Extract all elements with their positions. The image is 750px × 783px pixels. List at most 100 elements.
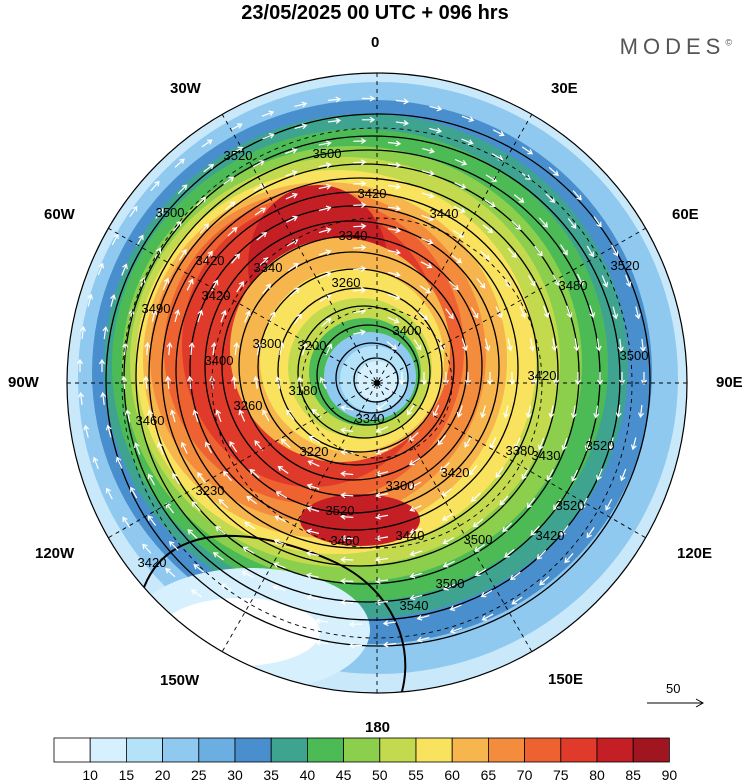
wind-vector-arrow [246,495,258,505]
contour-label: 3520 [326,503,355,518]
wind-vector-arrow [136,234,144,247]
wind-vector-arrow [199,223,210,234]
wind-vector-arrow [340,577,354,584]
wind-vector-arrow [536,549,547,560]
wind-vector-arrow [421,214,435,222]
wind-vector-arrow [258,257,269,267]
wind-vector-arrow [321,317,332,327]
wind-vector-arrow [538,217,549,228]
wind-vector-arrow [191,501,201,512]
wind-speed-shading [67,73,687,693]
colorbar-swatch [89,737,127,763]
lon-label-120w: 120W [35,545,75,562]
contour-label: 3260 [332,275,361,290]
colorbar-tick-label: 55 [408,767,424,783]
wind-vector-arrow [340,427,354,434]
wind-vector-arrow [639,338,646,353]
wind-vector-arrow [253,375,260,389]
colorbar-tick-label: 85 [625,767,641,783]
wind-vector-arrow [301,342,308,356]
wind-vector-arrow [231,375,238,389]
colorbar-swatch [379,737,417,763]
wind-vector-arrow [409,594,423,601]
wind-vector-arrow [408,432,419,442]
contour-label: 3300 [253,336,282,351]
colorbar-tick-label: 30 [227,767,243,783]
contour-label: 3420 [202,288,231,303]
wind-vector-arrow [285,148,298,155]
lon-label-60w: 60W [44,206,75,223]
wind-vector-arrow [525,405,532,419]
height-contours [105,113,651,693]
wind-vector-arrow [605,498,613,511]
wind-vector-arrow [353,223,367,230]
wind-vector-arrow [353,180,367,187]
colorbar-swatch [234,737,272,763]
wind-vector-arrow [495,466,504,479]
wind-vector-arrow [473,543,486,552]
wind-vector-arrow [441,513,454,521]
wind-vector-arrow [165,375,172,389]
wind-vector-arrow [305,550,319,557]
wind-vector-arrow [100,391,107,405]
wind-vector-arrow [306,483,320,490]
wind-vector-arrow [539,576,550,586]
wind-vector-arrow [601,275,609,288]
wind-vector-arrow [502,522,513,533]
wind-vector-arrow [204,441,213,454]
wind-vector-arrow [484,199,496,208]
wind-vector-arrow [468,465,478,476]
wind-vector-arrow [353,265,367,272]
wind-vector-arrow [527,275,536,287]
wind-vector-arrow [285,170,298,177]
wind-vector-arrow [442,537,455,545]
wind-vector-arrow [387,271,401,278]
wind-vector-arrow [220,583,233,591]
wind-vector-arrow [143,375,149,389]
wind-vector-arrow [413,339,422,351]
wind-vector-arrow [618,372,626,386]
copyright-mark: © [725,37,732,48]
wind-vector-arrow [231,146,244,155]
contour-label: 3520 [586,438,615,453]
wind-vector-arrow [305,572,319,579]
wind-vector-arrow [308,435,321,444]
wind-vector-arrow [589,305,596,319]
contour-label: 3420 [196,253,225,268]
wind-vector-arrow [223,176,235,185]
lon-label-120e: 120E [677,545,713,562]
wind-vector-arrow [222,470,232,482]
wind-vector-arrow [242,546,255,554]
wind-vector-arrow [318,183,332,190]
contour-label: 3230 [196,483,225,498]
colorbar-swatch [487,737,525,763]
wind-vector-arrow [353,137,367,144]
wind-vector-arrow [408,457,421,466]
colorbar-tick-label: 20 [154,767,171,783]
lon-label-150e: 150E [548,671,584,688]
wind-vector-arrow [244,521,256,530]
wind-vector-arrow [80,325,87,340]
contour-label: 3480 [559,278,588,293]
wind-vector-arrow [340,449,354,456]
colorbar-swatch [162,737,200,763]
wind-vector-arrow [278,342,285,356]
wind-vector-arrow [449,627,463,634]
contour-label: 3200 [298,338,327,353]
wind-vector-arrow [387,316,400,324]
wind-vector-arrow [115,456,123,469]
wind-vector-arrow [543,305,550,319]
wind-vector-arrow [506,338,513,352]
wind-vector-arrow [190,589,203,598]
wind-vector-arrow [422,147,435,154]
wind-vector-arrow [102,326,109,340]
lon-label-90w: 90W [8,374,39,391]
colorbar-tick-label: 50 [372,767,388,783]
wind-vector-arrow [78,391,85,406]
wind-vector-arrow [124,409,131,423]
colorbar-swatch [451,737,489,763]
contour-label: 3220 [300,444,329,459]
wind-vector-arrow [327,96,342,103]
wind-vector-arrow [262,409,270,422]
lon-label-60e: 60E [672,206,699,223]
